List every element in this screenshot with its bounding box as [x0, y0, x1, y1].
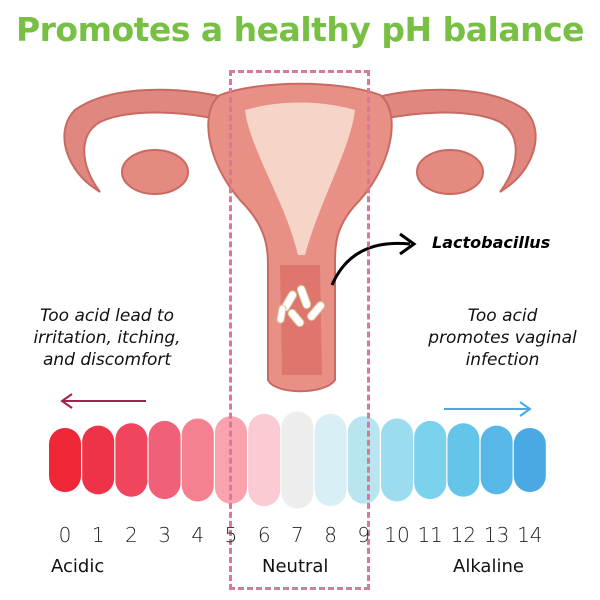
uterine-cavity [245, 102, 355, 255]
ph-value-label: 3 [158, 523, 171, 547]
alkaline-note: Too acid promotes vaginal infection [405, 305, 600, 371]
ph-value-label: 2 [125, 523, 138, 547]
ph-value-label: 13 [483, 523, 510, 547]
ph-value-label: 7 [291, 523, 304, 547]
ph-value-label: 11 [417, 523, 443, 547]
ph-value-label: 5 [224, 523, 238, 547]
ph-pill-12 [447, 423, 480, 497]
acidic-note: Too acid lead to irritation, itching, an… [12, 305, 202, 371]
zone-label-alkaline: Alkaline [453, 556, 524, 577]
ph-value-label: 14 [517, 523, 543, 547]
alkaline-note-line: promotes vaginal [428, 328, 577, 348]
ph-pill-0 [49, 427, 81, 493]
ph-pill-8 [314, 413, 347, 507]
acidic-note-line: and discomfort [42, 350, 172, 370]
ph-pill-1 [82, 425, 115, 495]
ph-value-label: 1 [91, 523, 105, 547]
page-title: Promotes a healthy pH balance [15, 10, 585, 49]
lactobacillus-bacteria [276, 284, 325, 328]
ph-pill-14 [513, 427, 546, 493]
neutral-highlight-box [229, 70, 370, 590]
ph-pill-3 [148, 420, 181, 500]
zone-label-acidic: Acidic [51, 556, 105, 577]
pointer-arrow [330, 241, 411, 286]
ph-value-label: 6 [257, 523, 271, 547]
ph-value-label: 10 [384, 523, 410, 547]
alkaline-note-line: Too acid [467, 306, 538, 326]
ph-value-label: 8 [324, 523, 337, 547]
alkaline-arrow [444, 401, 532, 417]
ph-pill-11 [414, 420, 447, 500]
acidic-note-line: irritation, itching, [33, 328, 181, 348]
left-fallopian-tube [63, 88, 242, 193]
ph-pill-7 [281, 411, 314, 509]
ph-pill-9 [347, 416, 380, 504]
right-fallopian-tube [358, 88, 537, 193]
acidic-note-line: Too acid lead to [39, 306, 175, 326]
pointer-arrowhead [399, 232, 417, 256]
left-ovary [121, 149, 189, 195]
ph-pill-6 [248, 413, 281, 507]
ph-pill-13 [480, 425, 513, 495]
ph-pill-4 [181, 418, 214, 502]
ph-value-label: 4 [191, 523, 205, 547]
alkaline-note-line: infection [465, 350, 540, 370]
ph-value-label: 12 [450, 523, 477, 547]
lactobacillus-label: Lactobacillus [432, 233, 551, 252]
acidic-arrow [60, 393, 146, 409]
zone-label-neutral: Neutral [262, 556, 329, 577]
ph-value-label: 0 [58, 523, 72, 547]
ph-value-label: 9 [357, 523, 371, 547]
ph-pill-10 [381, 418, 413, 502]
ph-scale-bar [49, 411, 546, 509]
right-ovary [416, 149, 484, 195]
ph-pill-2 [115, 423, 148, 497]
